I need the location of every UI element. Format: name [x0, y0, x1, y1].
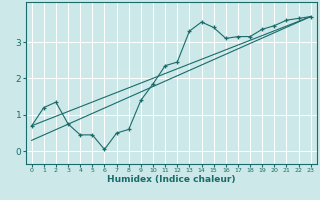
X-axis label: Humidex (Indice chaleur): Humidex (Indice chaleur) [107, 175, 236, 184]
